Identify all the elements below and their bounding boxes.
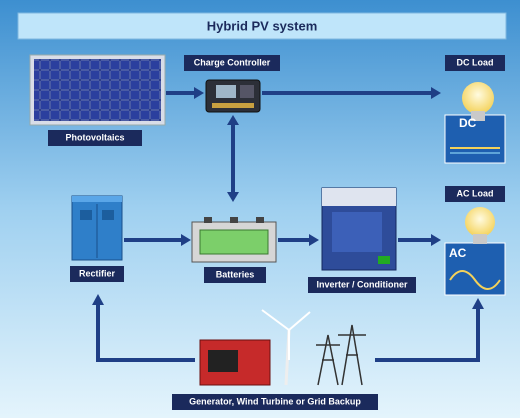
solar-panel	[29, 54, 166, 126]
label-box	[70, 266, 124, 282]
inverter	[321, 187, 397, 271]
node-label: Photovoltaics	[65, 132, 124, 142]
node-label: Batteries	[216, 269, 255, 279]
title: Hybrid PV system	[207, 18, 318, 33]
label-box	[204, 267, 266, 283]
ac-load	[444, 207, 506, 296]
badge: DC	[459, 116, 477, 130]
charge-controller	[205, 79, 261, 113]
label-box	[172, 394, 378, 410]
batteries	[191, 217, 277, 263]
label-box	[308, 277, 416, 293]
title-bar	[17, 12, 507, 40]
node-label: Inverter / Conditioner	[316, 279, 408, 289]
badge: AC	[449, 246, 467, 260]
label-box	[445, 186, 505, 202]
dc-load	[444, 82, 506, 164]
arrows	[92, 87, 484, 362]
node-label: AC Load	[457, 188, 494, 198]
node-label: Charge Controller	[194, 57, 271, 67]
node-label: Rectifier	[79, 268, 116, 278]
node-label: DC Load	[457, 57, 494, 67]
label-box	[184, 55, 280, 71]
node-label: Generator, Wind Turbine or Grid Backup	[189, 396, 361, 406]
label-box	[445, 55, 505, 71]
label-box	[48, 130, 142, 146]
backup-sources	[199, 309, 366, 386]
rectifier	[71, 195, 123, 261]
